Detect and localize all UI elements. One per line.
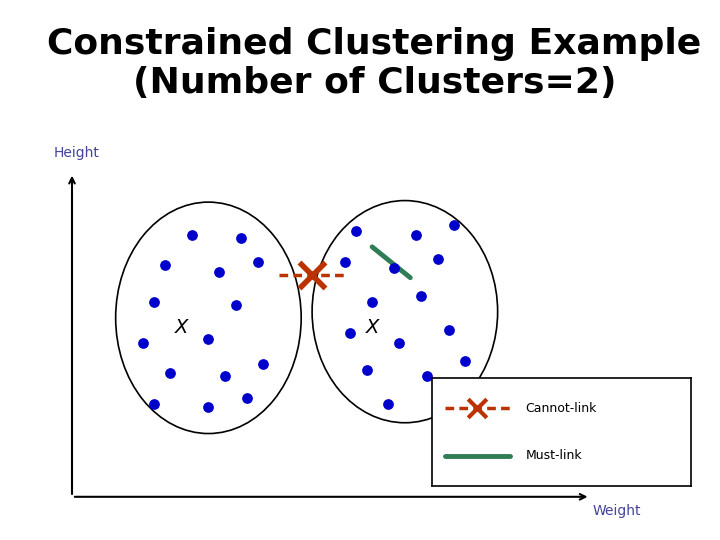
Point	[339, 258, 351, 267]
Point	[219, 372, 230, 381]
Point	[164, 369, 176, 377]
Point	[432, 255, 444, 264]
Point	[394, 338, 405, 347]
Point	[148, 298, 160, 307]
Text: X: X	[366, 318, 379, 336]
Point	[449, 221, 460, 230]
Point	[415, 292, 427, 301]
Point	[361, 366, 372, 375]
Point	[257, 360, 269, 368]
Point	[459, 357, 471, 366]
Point	[388, 264, 400, 273]
Text: Constrained Clustering Example
(Number of Clusters=2): Constrained Clustering Example (Number o…	[48, 27, 701, 100]
Point	[350, 227, 361, 236]
Point	[472, 404, 483, 413]
Text: Must-link: Must-link	[526, 449, 582, 462]
Text: Height: Height	[54, 146, 100, 160]
Point	[252, 258, 264, 267]
Point	[410, 230, 421, 239]
Text: X: X	[174, 318, 188, 336]
Point	[230, 301, 241, 310]
Point	[306, 271, 318, 279]
Point	[202, 403, 214, 411]
Point	[138, 338, 149, 347]
Point	[383, 400, 395, 409]
Point	[421, 372, 433, 381]
Point	[366, 298, 378, 307]
Point	[241, 394, 253, 402]
Point	[148, 400, 160, 409]
Point	[443, 326, 454, 334]
Point	[235, 233, 247, 242]
Text: Cannot-link: Cannot-link	[526, 402, 597, 415]
Text: Weight: Weight	[593, 504, 641, 518]
Point	[345, 329, 356, 338]
Point	[159, 261, 171, 269]
Point	[214, 267, 225, 276]
Point	[202, 335, 214, 344]
Point	[186, 230, 198, 239]
